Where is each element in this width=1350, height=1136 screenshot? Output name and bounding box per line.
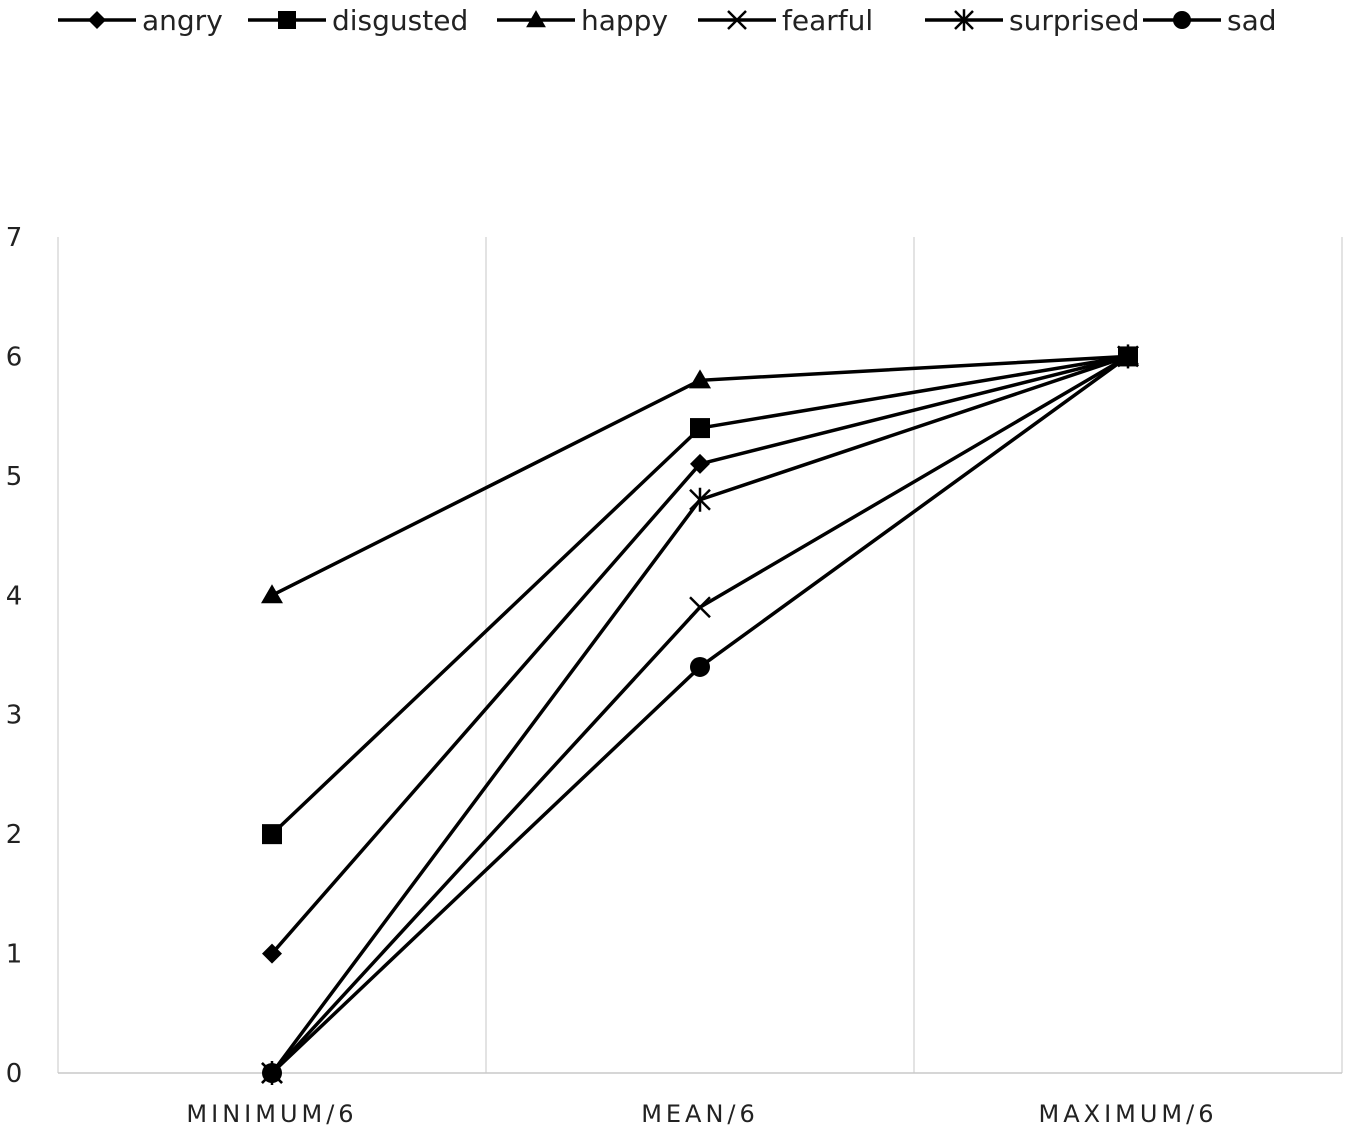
data-point-sad [690,656,710,677]
legend-item-disgusted: disgusted [248,4,468,37]
y-tick-label: 4 [6,581,23,611]
y-tick-label: 6 [6,342,23,372]
gridlines [57,237,1343,1073]
legend-marker-square [278,11,296,29]
series-markers [261,344,1139,1085]
legend-marker-star [954,9,974,31]
legend-item-sad: sad [1143,4,1277,37]
legend: angry disgusted happy fearful surprised sad [58,4,1277,37]
data-point-angry [690,453,710,474]
legend-label: sad [1227,4,1277,37]
data-point-sad [1118,346,1138,367]
legend-marker-diamond [88,11,106,29]
series-line-angry [270,354,1129,955]
legend-label: disgusted [332,4,468,37]
x-tick-label: MAXIMUM/6 [1039,1100,1218,1128]
legend-item-angry: angry [58,4,223,37]
y-tick-label: 1 [6,940,23,970]
data-point-surprised [689,487,711,512]
legend-label: fearful [782,4,873,37]
y-tick-label: 7 [6,223,23,253]
data-point-fearful [689,596,711,619]
data-point-angry [262,943,282,964]
data-point-happy [689,369,711,389]
y-tick-label: 3 [6,701,23,731]
data-point-disgusted [690,418,710,439]
legend-label: happy [581,4,668,37]
legend-marker-triangle [526,10,546,28]
series-line-happy [271,354,1129,597]
data-point-sad [262,1063,282,1083]
data-point-happy [261,584,283,604]
y-tick-label: 5 [6,462,23,492]
legend-label: angry [142,4,223,37]
legend-label: surprised [1009,4,1140,37]
x-tick-label: MINIMUM/6 [186,1100,357,1128]
legend-item-surprised: surprised [925,4,1140,37]
legend-marker-circle [1173,11,1191,29]
legend-item-fearful: fearful [698,4,873,37]
legend-item-happy: happy [497,4,668,37]
y-tick-label: 2 [6,820,23,850]
x-tick-label: MEAN/6 [641,1100,759,1128]
data-point-disgusted [262,824,282,845]
y-tick-label: 0 [6,1059,23,1089]
axes: 0 1 2 3 4 5 6 7 MINIMUM/6 MEAN/6 MAXIMUM/6 [6,223,1342,1128]
legend-marker-x [727,10,747,30]
